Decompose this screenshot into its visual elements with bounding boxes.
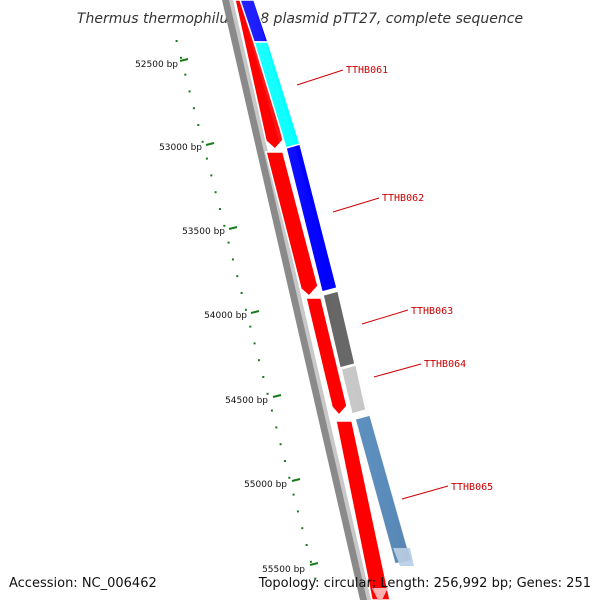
ruler-dot	[201, 140, 204, 143]
cds-arrow	[265, 151, 319, 298]
ruler-dot	[314, 577, 317, 580]
label-leader	[296, 69, 344, 86]
accession-label: Accession: NC_006462	[9, 576, 157, 591]
map-title: Thermus thermophilus HB8 plasmid pTT27, …	[77, 11, 523, 27]
ruler-dot	[288, 476, 291, 479]
ruler-dot	[218, 208, 221, 210]
ruler-major-tick	[250, 310, 260, 314]
ruler-dot	[309, 560, 312, 563]
ruler-major-tick	[291, 478, 301, 482]
ruler-dot	[275, 426, 278, 429]
ruler-dot	[292, 493, 295, 496]
ruler-dot	[179, 56, 182, 59]
ruler-label-54000: 54000 bp	[204, 311, 247, 321]
ruler-major-tick	[228, 226, 238, 230]
ruler-dot	[205, 157, 208, 160]
gene-label-tthb062: TTHB062	[382, 193, 424, 204]
ruler-dot	[192, 107, 195, 110]
ruler-dot	[305, 544, 308, 546]
ruler-major-tick	[272, 394, 282, 398]
ruler-major-tick	[205, 142, 215, 146]
ruler-dot	[257, 359, 260, 362]
gene-labels: TTHB061 TTHB062 TTHB063 TTHB064 TTHB065	[296, 65, 493, 500]
ruler-dot	[296, 510, 299, 513]
ruler-dot	[253, 342, 256, 345]
ruler: 52500 bp 53000 bp 53500 bp 54000 bp 5450…	[135, 58, 319, 575]
cds-arrow	[335, 420, 391, 600]
ruler-dot	[283, 460, 286, 462]
ruler-dot	[223, 224, 226, 227]
ruler-label-55500: 55500 bp	[262, 565, 305, 575]
gene-label-tthb064: TTHB064	[424, 359, 466, 370]
ruler-dot	[249, 325, 252, 328]
gene-label-tthb061: TTHB061	[346, 65, 388, 76]
topology-summary: Topology: circular; Length: 256,992 bp; …	[258, 576, 591, 591]
ruler-major-tick	[179, 58, 189, 62]
ruler-major-tick	[309, 562, 319, 566]
ruler-dot	[244, 308, 247, 311]
cds-arrow	[305, 297, 348, 417]
cds-strand	[234, 0, 391, 600]
ruler-label-54500: 54500 bp	[225, 396, 268, 406]
gene-label-tthb063: TTHB063	[411, 306, 453, 317]
ruler-dot	[266, 392, 269, 395]
ruler-dot	[227, 241, 230, 244]
gene-blocks	[239, 0, 414, 566]
ruler-dot	[262, 376, 265, 378]
ruler-dot	[270, 409, 273, 412]
label-leader	[401, 485, 449, 500]
ruler-dot	[236, 275, 239, 278]
ruler-dot	[197, 124, 200, 126]
ruler-dot	[210, 174, 213, 177]
ruler-dot	[301, 527, 304, 530]
backbone	[222, 0, 371, 600]
ruler-dot	[188, 90, 191, 93]
ruler-label-52500: 52500 bp	[135, 60, 178, 70]
ruler-label-53500: 53500 bp	[182, 227, 225, 237]
ruler-label-53000: 53000 bp	[159, 143, 202, 153]
label-leader	[373, 363, 422, 378]
ruler-dot	[175, 40, 178, 42]
ruler-dot	[231, 258, 234, 261]
gene-label-tthb065: TTHB065	[451, 482, 493, 493]
ruler-dot	[214, 191, 217, 194]
label-leader	[361, 309, 409, 325]
ruler-dot	[184, 73, 187, 76]
ruler-dot	[279, 443, 282, 446]
ruler-dot	[240, 292, 243, 294]
label-leader	[332, 197, 380, 213]
ruler-label-55000: 55000 bp	[244, 480, 287, 490]
ruler-minor-ticks	[175, 40, 317, 580]
